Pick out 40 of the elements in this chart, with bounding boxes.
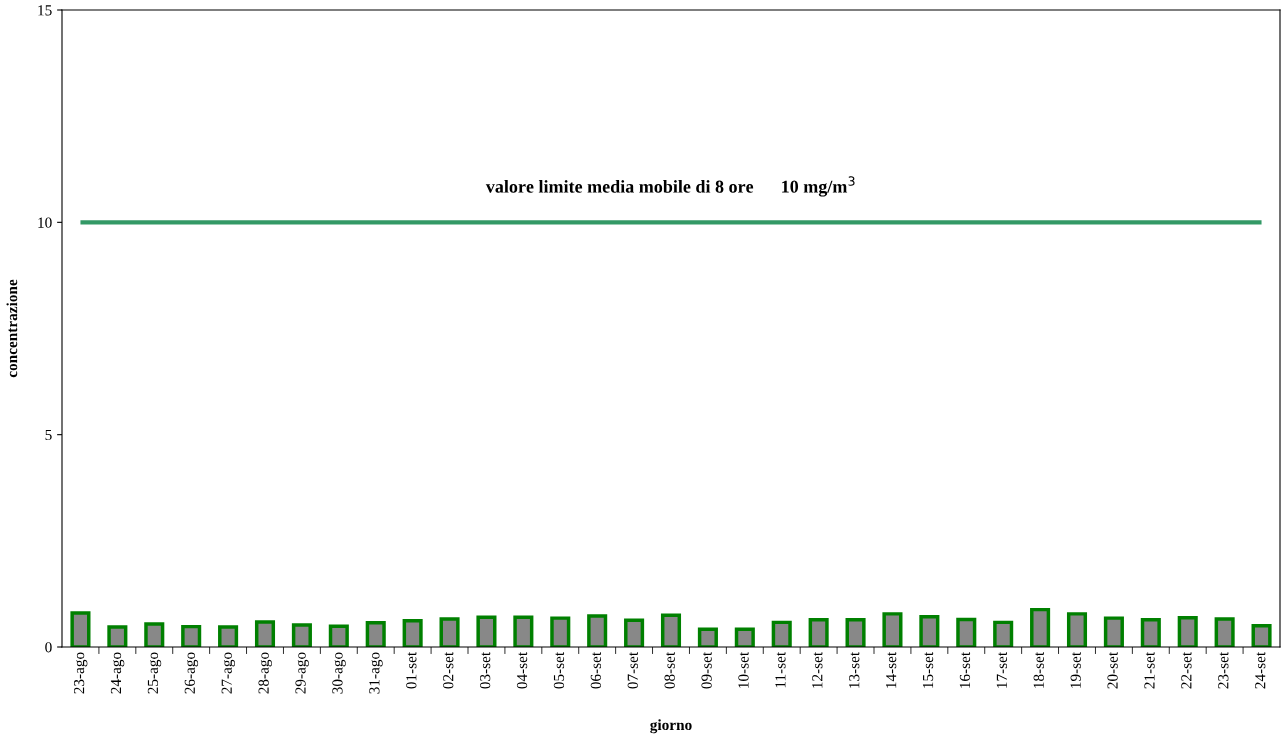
y-tick-label: 15: [38, 5, 52, 16]
x-tick-label: 13-set: [849, 651, 860, 688]
x-tick-label: 21-set: [1144, 651, 1155, 689]
x-tick-label: 05-set: [553, 651, 565, 689]
x-tick-label: 27-ago: [221, 652, 236, 694]
x-tick-label: 09-set: [701, 651, 712, 689]
y-axis-title: concentrazione: [6, 279, 18, 378]
x-tick-label: 23-set: [1218, 651, 1229, 689]
x-tick-label: 20-set: [1107, 651, 1118, 689]
y-tick-label: 5: [45, 429, 52, 441]
x-tick-label: 31-ago: [369, 652, 383, 694]
x-tick-label: 06-set: [590, 651, 602, 689]
x-tick-label: 22-set: [1181, 651, 1192, 689]
x-tick-label: 16-set: [959, 651, 971, 688]
x-tick-label: 29-ago: [295, 652, 309, 694]
x-tick-label: 24-ago: [110, 652, 125, 694]
x-tick-label: 25-ago: [147, 652, 162, 694]
y-tick-label: 0: [45, 642, 52, 653]
x-tick-label: 17-set: [996, 651, 1008, 688]
x-tick-label: 15-set: [922, 651, 934, 688]
y-tick-label: 10: [38, 217, 52, 228]
x-tick-label: 03-set: [479, 651, 491, 689]
x-tick-label: 12-set: [812, 651, 823, 688]
x-tick-label: 30-ago: [332, 652, 346, 694]
x-tick-label: 04-set: [516, 651, 528, 689]
x-tick-label: 19-set: [1070, 651, 1081, 688]
x-tick-label: 14-set: [886, 651, 897, 688]
x-tick-label: 24-set: [1255, 651, 1266, 689]
x-tick-label: 08-set: [664, 651, 675, 689]
x-tick-label: 11-set: [775, 651, 786, 688]
ref-line-label: valore limite media mobile di 8 ore 10 mg/m$^{3}$: [485, 176, 855, 197]
x-tick-label: 07-set: [627, 651, 638, 689]
x-tick-label: 01-set: [406, 651, 417, 689]
x-tick-label: 26-ago: [184, 652, 199, 694]
x-tick-label: 02-set: [443, 651, 454, 689]
x-tick-label: 18-set: [1033, 651, 1044, 688]
x-axis-title: giorno: [650, 719, 692, 734]
x-tick-label: 23-ago: [73, 652, 88, 694]
x-tick-label: 28-ago: [258, 652, 272, 694]
x-tick-label: 10-set: [738, 651, 749, 688]
